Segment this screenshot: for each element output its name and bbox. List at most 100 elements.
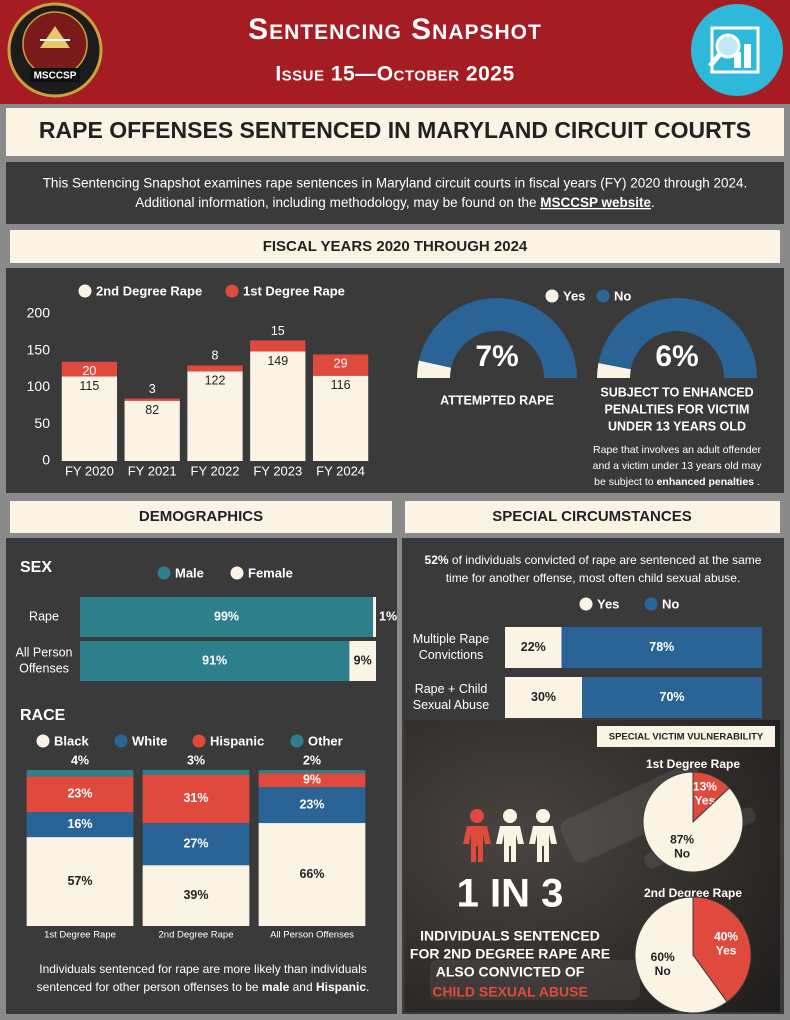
bar-segment — [505, 627, 562, 668]
legend-label: 1st Degree Rape — [243, 283, 345, 298]
bar-segment — [142, 774, 250, 824]
bar-segment — [26, 837, 134, 926]
demographics-heading-panel — [10, 501, 392, 533]
legend-swatch — [192, 734, 206, 748]
legend-label: Yes — [597, 596, 619, 611]
gauge-value: 7% — [475, 340, 518, 373]
special-text: time for another offense, most often chi… — [446, 571, 741, 585]
section-heading: FISCAL YEARS 2020 THROUGH 2024 — [263, 238, 528, 255]
pie-slice — [634, 896, 728, 1014]
demographics-note-bold: male — [262, 980, 290, 994]
pie-value-label: 60% — [651, 950, 675, 964]
gauge-note: . — [754, 476, 760, 488]
y-tick-label: 100 — [27, 378, 51, 394]
data-label: 22% — [521, 640, 546, 654]
stat-text-line: INDIVIDUALS SENTENCED — [420, 928, 600, 944]
bar-segment — [505, 677, 583, 718]
chart-title: SEX — [20, 559, 52, 576]
data-label: 16% — [67, 817, 92, 831]
gauge-yes — [417, 360, 452, 378]
gauge-label: PENALTIES FOR VICTIM — [605, 402, 750, 416]
data-label: 116 — [331, 378, 351, 392]
section-heading: SPECIAL CIRCUMSTANCES — [492, 508, 691, 525]
gauge-note: Rape that involves an adult offender — [593, 444, 761, 456]
x-tick-label: 2nd Degree Rape — [159, 930, 234, 941]
bar-segment — [80, 597, 374, 637]
bar-segment — [61, 376, 118, 461]
bar-segment — [142, 770, 250, 775]
legend-label: 2nd Degree Rape — [96, 283, 202, 298]
pie-slice — [692, 896, 752, 1003]
legend-label: White — [132, 733, 167, 748]
gauge-no — [418, 298, 577, 378]
data-label: 8 — [212, 349, 219, 363]
pie-category-label: Yes — [716, 943, 737, 957]
data-label: 2% — [303, 753, 321, 767]
bar-segment — [250, 351, 306, 461]
banner-title: RAPE OFFENSES SENTENCED IN MARYLAND CIRC… — [39, 117, 751, 143]
gauge-no — [598, 298, 757, 378]
bar-segment — [61, 361, 118, 377]
bar-segment — [582, 677, 762, 718]
bar-segment — [258, 770, 366, 774]
data-label: 31% — [183, 791, 208, 805]
legend-swatch — [157, 566, 171, 580]
intro-text: Additional information, including method… — [135, 195, 540, 210]
category-label: All Person — [16, 645, 73, 659]
intro-panel — [6, 162, 784, 224]
demographics-note: and — [289, 980, 316, 994]
data-label: 99% — [214, 609, 239, 623]
bar-segment — [373, 597, 376, 637]
legend-label: Hispanic — [210, 733, 264, 748]
data-label: 30% — [531, 690, 556, 704]
intro-text: This Sentencing Snapshot examines rape s… — [43, 176, 748, 191]
special-text: 52% of individuals convicted of rape are… — [425, 553, 762, 567]
legend-label: Black — [54, 733, 89, 748]
demographics-note: . — [366, 980, 369, 994]
legend-label: Yes — [563, 288, 585, 303]
bar-segment — [124, 398, 180, 401]
bar-segment — [349, 641, 376, 681]
legend-swatch — [290, 734, 304, 748]
data-label: 3 — [149, 382, 156, 396]
special-heading-panel — [405, 501, 780, 533]
x-tick-label: 1st Degree Rape — [44, 930, 116, 941]
bar-segment — [258, 823, 366, 926]
intro-link[interactable]: MSCCSP website — [540, 195, 651, 210]
y-tick-label: 50 — [34, 415, 50, 431]
x-tick-label: FY 2024 — [316, 463, 365, 478]
header-issue: Issue 15—October 2025 — [275, 63, 514, 86]
category-label: Multiple Rape — [413, 632, 489, 646]
data-label: 57% — [67, 874, 92, 888]
svv-heading-box — [597, 726, 775, 747]
bar-segment — [258, 787, 366, 824]
demographics-note: Individuals sentenced for rape are more … — [39, 962, 367, 976]
section-heading: DEMOGRAPHICS — [139, 508, 263, 525]
legend-swatch — [78, 284, 92, 298]
data-label: 66% — [299, 867, 324, 881]
pie-category-label: No — [655, 964, 671, 978]
logo-text: MSCCSP — [34, 71, 77, 82]
data-label: 122 — [205, 374, 226, 388]
gauge-note: and a victim under 13 years old may — [593, 460, 762, 472]
x-tick-label: FY 2023 — [253, 463, 302, 478]
gauge-note: be subject to — [594, 476, 656, 488]
gauge-label: ATTEMPTED RAPE — [440, 393, 554, 407]
bar-segment — [250, 340, 306, 352]
stat-text: 1 IN 3 — [457, 872, 564, 916]
svv-heading: SPECIAL VICTIM VULNERABILITY — [609, 732, 764, 743]
data-label: 3% — [187, 753, 205, 767]
data-label: 4% — [71, 753, 89, 767]
y-tick-label: 150 — [27, 341, 51, 357]
special-text-bold: 52% — [425, 553, 449, 567]
category-label: Rape + Child — [415, 682, 488, 696]
gauge-yes — [597, 363, 631, 378]
chart-title: RACE — [20, 707, 66, 724]
pie-value-label: 13% — [693, 780, 717, 794]
pie-category-label: Yes — [695, 794, 716, 808]
data-label: 23% — [299, 797, 324, 811]
stat-text-line: ALSO CONVICTED OF — [436, 964, 585, 980]
bar-segment — [258, 773, 366, 788]
gauge-label: UNDER 13 YEARS OLD — [608, 419, 746, 433]
data-label: 1% — [379, 609, 397, 623]
